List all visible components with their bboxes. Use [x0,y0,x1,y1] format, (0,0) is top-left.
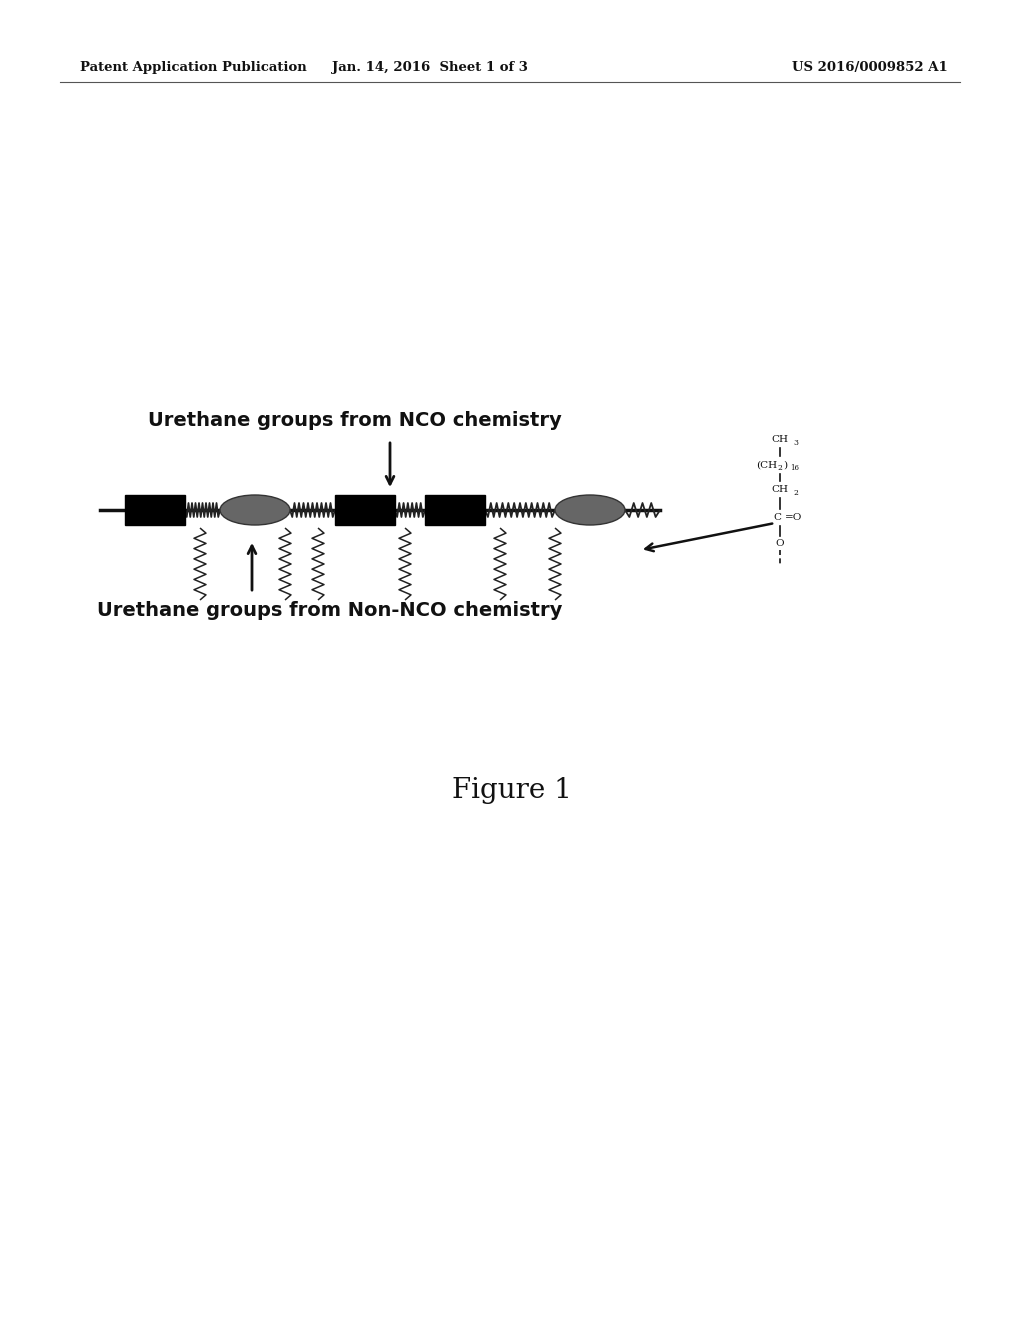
Text: Jan. 14, 2016  Sheet 1 of 3: Jan. 14, 2016 Sheet 1 of 3 [332,62,528,74]
Text: C: C [773,513,781,523]
Text: Patent Application Publication: Patent Application Publication [80,62,307,74]
Text: ): ) [783,461,787,470]
Bar [125,495,185,525]
Text: 2: 2 [793,488,798,498]
Text: CH: CH [771,486,788,495]
Text: 2: 2 [777,465,782,473]
Text: Urethane groups from NCO chemistry: Urethane groups from NCO chemistry [148,411,562,429]
Text: =O: =O [785,513,803,523]
Text: CH: CH [771,436,788,445]
Text: O: O [776,539,784,548]
Text: 16: 16 [790,465,799,473]
Text: 3: 3 [793,440,798,447]
Ellipse shape [555,495,625,525]
Bar [425,495,485,525]
Text: US 2016/0009852 A1: US 2016/0009852 A1 [793,62,948,74]
Ellipse shape [220,495,290,525]
Text: Figure 1: Figure 1 [452,776,572,804]
Bar [335,495,395,525]
Text: (CH: (CH [756,461,777,470]
Text: Urethane groups from Non-NCO chemistry: Urethane groups from Non-NCO chemistry [97,601,562,619]
